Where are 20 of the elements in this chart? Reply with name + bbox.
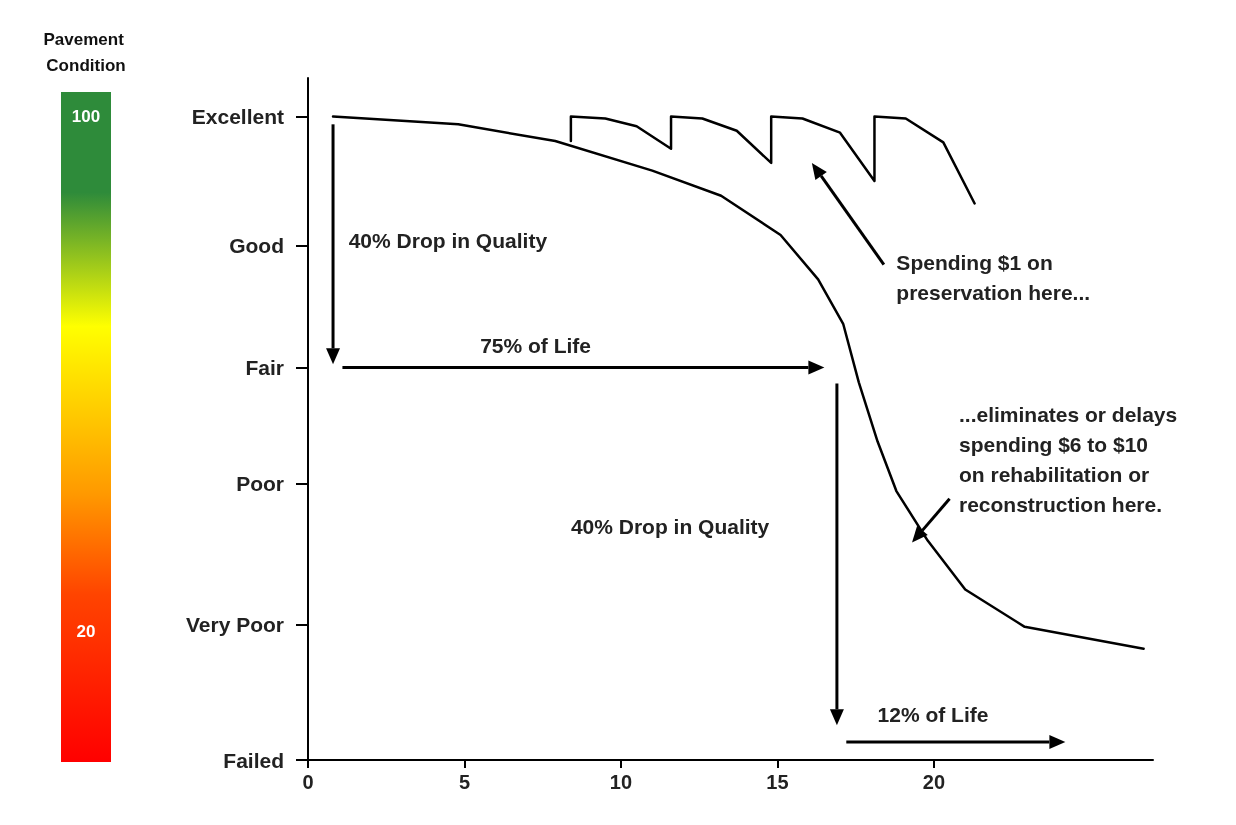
text: Fair [245,356,284,380]
x-tick-label: 15 [766,771,789,793]
annotation: ...eliminates or delays spending $6 to $10 on rehabilitation or reconstruction here. [958,403,1178,517]
annotation: Spending $1 on preservation here... [896,250,1091,304]
x-tick-label: 10 [609,771,633,793]
x-tick-label: 5 [458,771,471,793]
text: Poor [236,471,284,495]
x-tick-label: 0 [302,771,314,793]
text: Good [229,233,284,257]
color-bar-title: Pavement Condition [43,29,129,75]
annotation: 12% of Life [877,703,989,727]
color-bar-label: 20 [76,621,96,641]
text: Failed [223,748,284,772]
annotation: 40% Drop in Quality [348,229,548,253]
color-bar-label: 100 [71,107,101,127]
annotation: 75% of Life [480,333,591,357]
x-tick-label: 20 [922,771,946,793]
text: Very Poor [185,613,284,637]
annotation: 40% Drop in Quality [570,514,770,538]
text: Excellent [191,105,284,129]
